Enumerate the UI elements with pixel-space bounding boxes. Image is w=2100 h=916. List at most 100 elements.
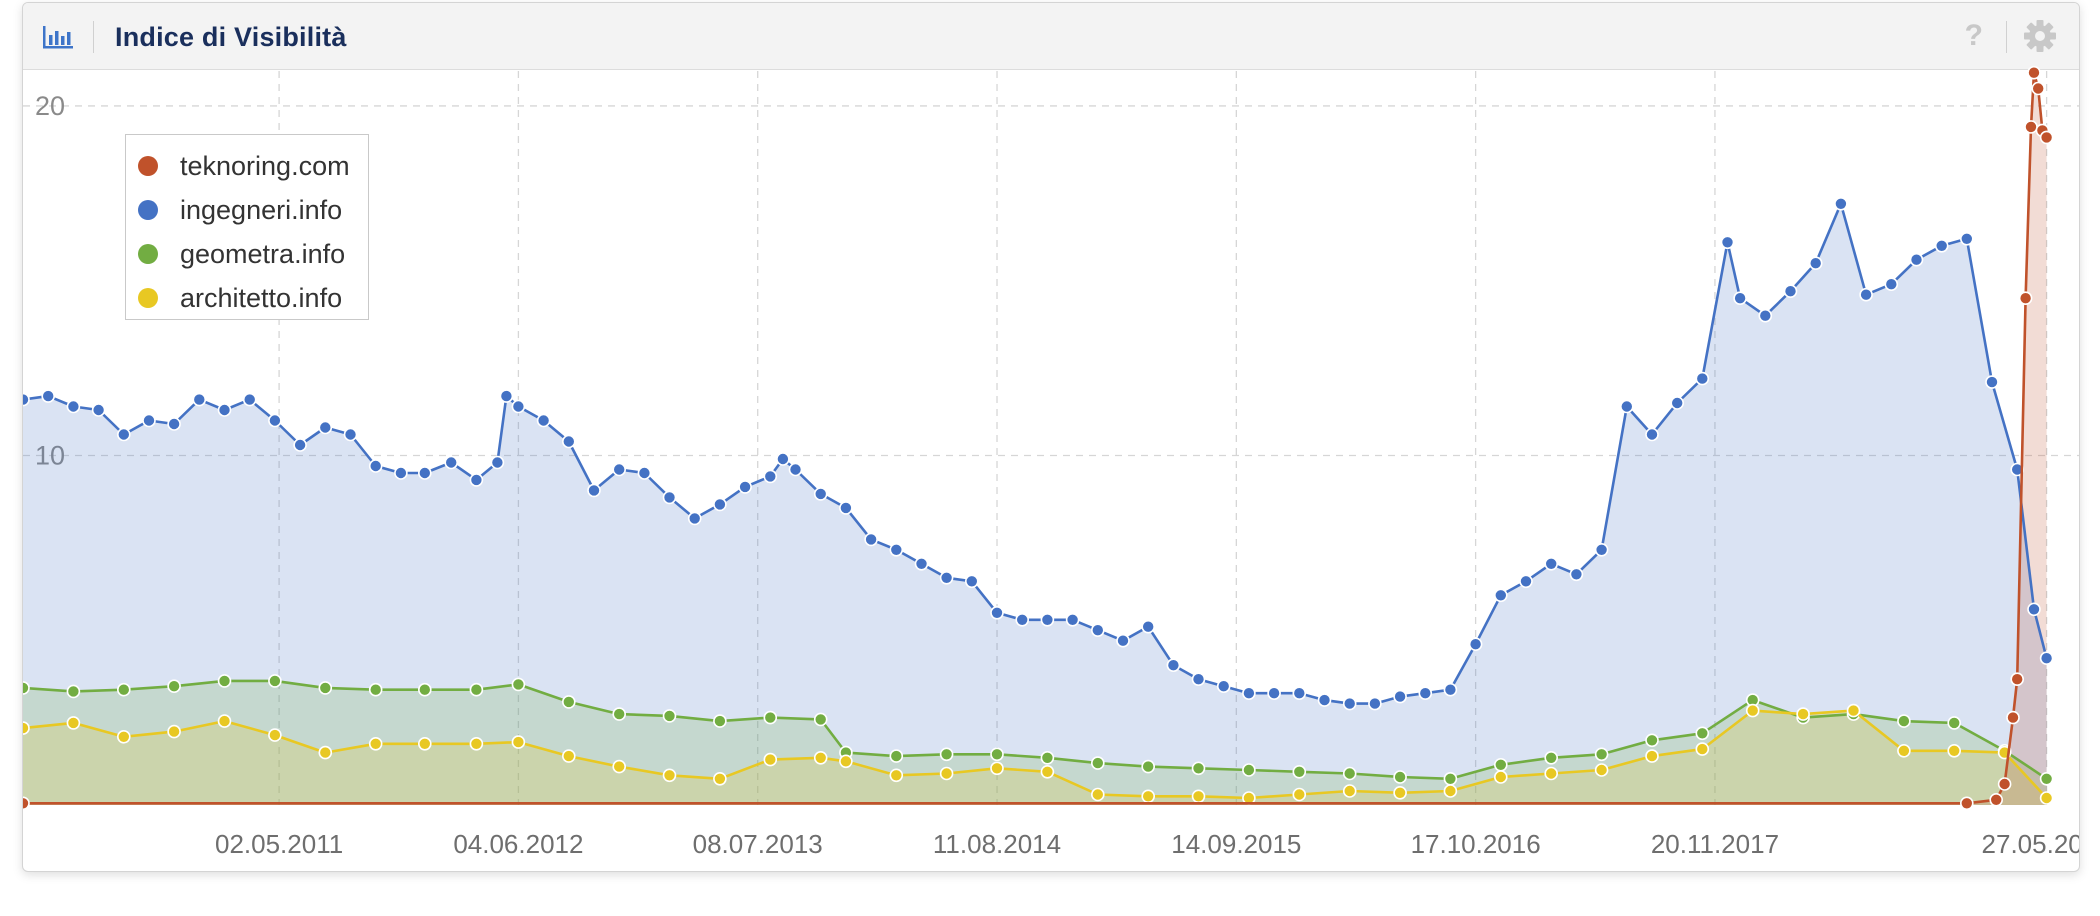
data-point bbox=[1519, 574, 1533, 589]
data-point bbox=[1091, 756, 1105, 770]
data-point bbox=[1733, 291, 1747, 306]
data-point bbox=[142, 413, 156, 428]
data-point bbox=[1443, 771, 1458, 786]
data-point bbox=[990, 747, 1004, 762]
data-point bbox=[1897, 714, 1911, 728]
data-point bbox=[776, 452, 790, 466]
legend-label: ingegneri.info bbox=[180, 194, 343, 225]
data-point bbox=[1695, 726, 1710, 741]
help-icon[interactable]: ? bbox=[1964, 19, 1983, 52]
gear-icon[interactable] bbox=[2023, 19, 2057, 53]
data-point bbox=[1783, 284, 1798, 299]
legend-item-geometra[interactable]: geometra.info bbox=[138, 236, 345, 272]
data-point bbox=[511, 399, 526, 414]
data-point bbox=[1947, 743, 1961, 758]
data-point bbox=[561, 434, 576, 449]
data-point bbox=[469, 682, 484, 697]
data-point bbox=[469, 736, 484, 751]
data-point bbox=[1317, 693, 1332, 707]
data-point bbox=[23, 721, 30, 735]
data-point bbox=[268, 728, 282, 742]
y-tick-label: 20 bbox=[35, 91, 65, 121]
data-point bbox=[1040, 612, 1055, 627]
data-point bbox=[1292, 764, 1307, 779]
series-area bbox=[23, 203, 2047, 806]
data-point bbox=[41, 389, 56, 403]
data-point bbox=[1544, 750, 1558, 765]
data-point bbox=[1292, 787, 1307, 802]
data-point bbox=[813, 750, 828, 765]
legend-item-ingegneri[interactable]: ingegneri.info bbox=[138, 192, 342, 228]
data-point bbox=[763, 710, 778, 725]
y-tick-label: 10 bbox=[35, 440, 65, 470]
data-point bbox=[1985, 375, 1999, 389]
data-point bbox=[343, 427, 358, 442]
data-point bbox=[1934, 239, 1949, 253]
data-point bbox=[394, 466, 408, 480]
x-tick-label: 08.07.2013 bbox=[693, 829, 823, 859]
data-point bbox=[713, 771, 727, 786]
data-point bbox=[293, 438, 307, 452]
data-point bbox=[1342, 696, 1357, 711]
data-point bbox=[1091, 787, 1105, 802]
visibility-chart: 02.05.2011 04.06.2012 08.07.2013 11.08.2014… bbox=[23, 65, 2079, 859]
data-point bbox=[889, 768, 904, 783]
legend-item-teknoring[interactable]: teknoring.com bbox=[138, 148, 350, 184]
data-point bbox=[511, 735, 526, 749]
x-tick-label: 11.08.2014 bbox=[933, 829, 1061, 859]
data-point bbox=[1997, 777, 2012, 791]
data-point bbox=[2024, 120, 2038, 134]
data-point bbox=[939, 570, 954, 585]
data-point bbox=[788, 462, 803, 477]
data-point bbox=[1342, 766, 1357, 781]
data-point bbox=[117, 682, 131, 697]
data-point bbox=[662, 490, 677, 505]
data-point bbox=[1745, 703, 1760, 718]
data-point bbox=[318, 745, 333, 760]
header-divider bbox=[2006, 21, 2007, 53]
data-point bbox=[490, 455, 505, 470]
data-point bbox=[1960, 232, 1974, 246]
data-point bbox=[813, 712, 828, 727]
data-point bbox=[23, 796, 30, 811]
data-point bbox=[1808, 256, 1823, 271]
bar-chart-icon[interactable] bbox=[41, 23, 75, 51]
data-point bbox=[2039, 130, 2054, 145]
data-point bbox=[1267, 686, 1281, 701]
data-point bbox=[763, 752, 778, 767]
data-point bbox=[1191, 672, 1206, 687]
data-point bbox=[713, 497, 727, 512]
visibility-index-panel: Indice di Visibilità ? 02.05.2011 04.06.2… bbox=[22, 2, 2080, 872]
data-point bbox=[2027, 602, 2041, 617]
data-point bbox=[889, 749, 904, 763]
data-point bbox=[1368, 696, 1382, 711]
data-point bbox=[1758, 308, 1773, 323]
data-point bbox=[889, 542, 904, 557]
legend-item-architetto[interactable]: architetto.info bbox=[138, 280, 342, 316]
data-point bbox=[612, 759, 627, 774]
data-point bbox=[417, 466, 432, 480]
data-point bbox=[2039, 651, 2054, 666]
data-point bbox=[1015, 612, 1030, 627]
legend-label: architetto.info bbox=[180, 282, 343, 313]
header-divider bbox=[93, 21, 94, 53]
data-point bbox=[1670, 396, 1684, 410]
data-point bbox=[1091, 623, 1105, 638]
data-point bbox=[1040, 750, 1055, 765]
data-point bbox=[1141, 759, 1155, 774]
legend-marker bbox=[138, 156, 158, 176]
data-point bbox=[738, 480, 752, 494]
series-line bbox=[23, 679, 2048, 781]
x-tick-label: 27.05.2019 bbox=[1982, 829, 2079, 859]
data-point bbox=[1909, 252, 1924, 267]
legend-marker bbox=[138, 244, 158, 264]
data-point bbox=[914, 556, 929, 571]
data-point bbox=[2006, 710, 2020, 725]
data-point bbox=[66, 399, 81, 414]
data-point bbox=[1960, 796, 1974, 811]
panel-title: Indice di Visibilità bbox=[115, 22, 347, 52]
data-point bbox=[167, 724, 181, 739]
data-point bbox=[417, 682, 432, 697]
data-point bbox=[1645, 749, 1659, 763]
data-point bbox=[1695, 742, 1710, 756]
